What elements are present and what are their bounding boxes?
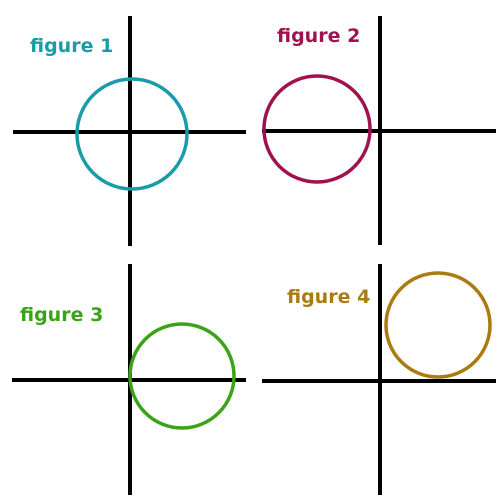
- figure-3-label: figure 3: [20, 304, 103, 326]
- figure-2-circle: [262, 74, 372, 184]
- figure-3-panel: figure 3: [12, 264, 246, 495]
- figure-4-circle: [384, 271, 492, 379]
- figure-4-panel: figure 4: [262, 264, 496, 495]
- figure-3-circle: [128, 322, 236, 430]
- figure-1-circle: [75, 77, 189, 191]
- figure-1-panel: figure 1: [13, 16, 246, 246]
- figure-2-label: figure 2: [277, 25, 360, 47]
- figure-1-label: figure 1: [30, 35, 113, 57]
- figure-4-label: figure 4: [287, 286, 370, 308]
- figure-2-panel: figure 2: [262, 16, 496, 245]
